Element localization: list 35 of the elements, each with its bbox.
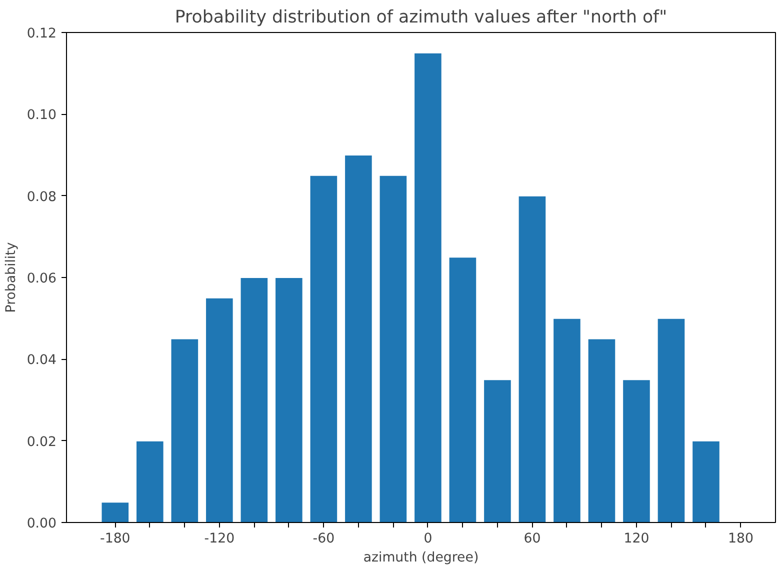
bar bbox=[483, 379, 512, 522]
x-tick-label: 180 bbox=[728, 532, 754, 546]
bar bbox=[552, 318, 582, 522]
bar bbox=[414, 52, 442, 522]
bar bbox=[205, 297, 234, 522]
bar bbox=[656, 318, 686, 522]
bar bbox=[587, 338, 616, 522]
bar bbox=[274, 277, 304, 522]
y-tick-label: 0.08 bbox=[26, 190, 57, 205]
y-tick-label: 0.00 bbox=[26, 516, 57, 532]
x-tick-label: -120 bbox=[204, 532, 235, 546]
bar bbox=[344, 154, 373, 522]
x-tick-label: -180 bbox=[100, 532, 130, 546]
x-tick-label: 60 bbox=[524, 532, 541, 546]
bar bbox=[622, 379, 651, 522]
chart-title: Probability distribution of azimuth values after "north of" bbox=[174, 8, 668, 28]
y-axis-title: Probability bbox=[4, 242, 19, 313]
bar bbox=[692, 440, 720, 522]
y-tick-label: 0.02 bbox=[26, 434, 57, 450]
bar bbox=[240, 277, 269, 522]
y-tick-label: 0.12 bbox=[26, 26, 57, 42]
x-tick-label: 120 bbox=[624, 532, 650, 546]
y-tick-label: 0.04 bbox=[26, 353, 57, 368]
x-tick-label: -60 bbox=[312, 532, 335, 546]
y-tick-label: 0.06 bbox=[26, 272, 57, 286]
bar bbox=[378, 174, 408, 522]
bar bbox=[100, 502, 130, 522]
y-tick-label: 0.10 bbox=[26, 108, 57, 124]
bar bbox=[136, 440, 164, 522]
bar bbox=[448, 256, 478, 522]
bar bbox=[170, 338, 200, 522]
x-tick-label: 0 bbox=[424, 532, 432, 546]
x-axis-title: azimuth (degree) bbox=[363, 550, 479, 566]
bar bbox=[309, 174, 338, 522]
bar bbox=[518, 195, 547, 522]
